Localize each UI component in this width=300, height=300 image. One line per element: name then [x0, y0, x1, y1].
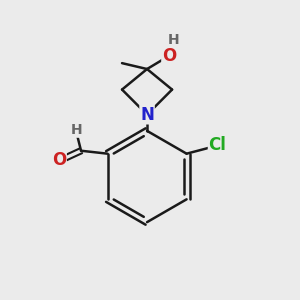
Text: H: H	[168, 33, 179, 46]
Text: H: H	[71, 123, 82, 137]
Text: N: N	[140, 106, 154, 124]
Text: O: O	[52, 151, 66, 169]
Text: O: O	[162, 47, 176, 65]
Text: Cl: Cl	[208, 136, 226, 154]
